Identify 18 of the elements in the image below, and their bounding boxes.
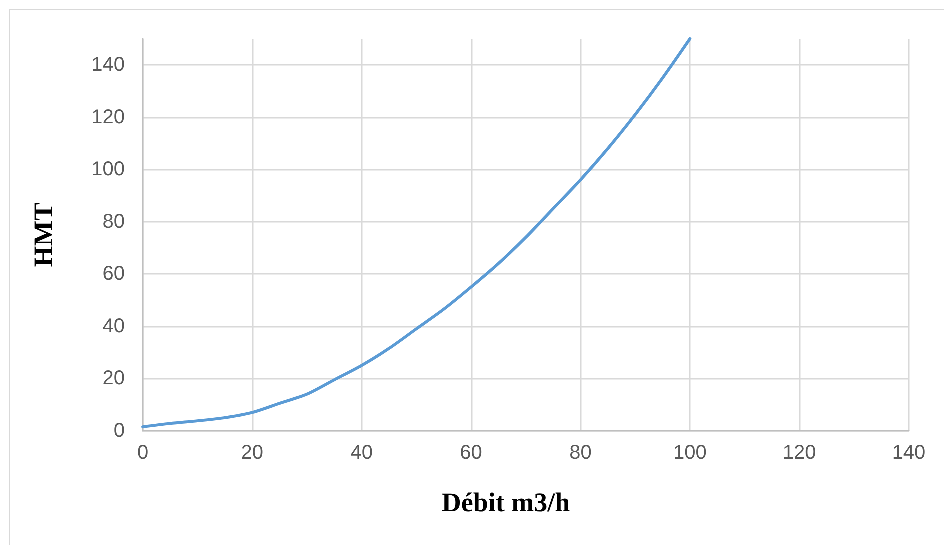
x-tick-label: 40 [350,442,373,464]
y-tick-label: 120 [92,106,125,128]
y-axis-title: HMT [28,202,58,268]
x-tick-label: 0 [137,442,149,464]
y-tick-label: 80 [102,210,125,233]
x-tick-label: 140 [892,442,926,464]
x-tick-label: 100 [673,442,707,464]
x-axis-title: Débit m3/h [442,488,570,518]
y-tick-label: 0 [114,420,125,442]
y-tick-label: 100 [92,158,125,181]
x-tick-label: 20 [241,442,264,464]
x-tick-label: 120 [782,442,816,464]
x-tick-label: 80 [570,442,592,464]
y-tick-label: 60 [102,263,125,286]
y-tick-label: 20 [102,368,125,390]
y-tick-label: 140 [92,54,125,76]
x-tick-label: 60 [460,442,482,464]
y-tick-label: 40 [102,315,125,338]
